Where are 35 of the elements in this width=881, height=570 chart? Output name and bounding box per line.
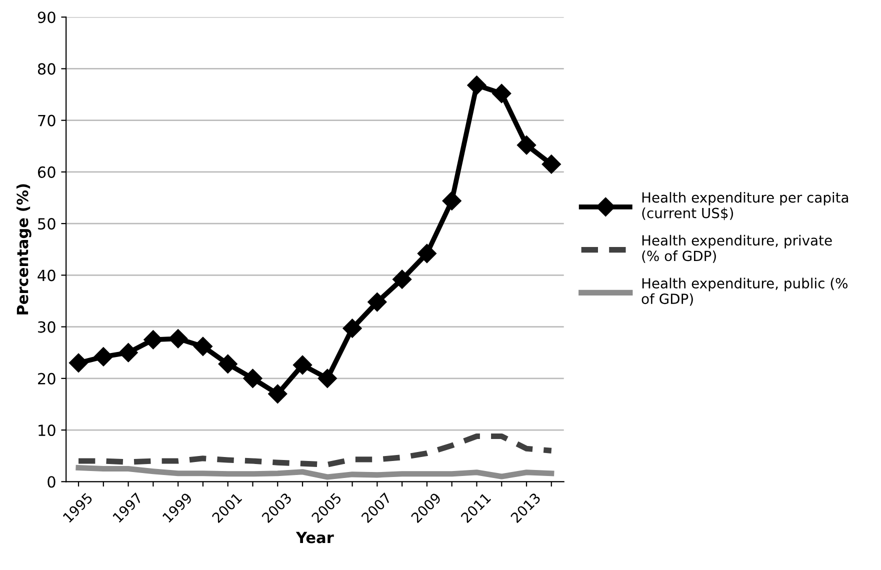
point [442, 191, 462, 210]
y-tick-label: 20 [38, 372, 56, 384]
point [516, 136, 536, 155]
point [492, 84, 512, 104]
point [168, 329, 188, 348]
point [292, 355, 312, 375]
legend-label: Health expenditure, public (% of GDP) [642, 278, 848, 306]
y-tick-label: 40 [38, 270, 56, 282]
point [467, 76, 486, 95]
legend-label: Health expenditure, private (% of GDP) [642, 234, 832, 263]
y-tick-label: 30 [38, 321, 56, 333]
y-tick-label: 80 [38, 63, 56, 75]
y-tick-label: 70 [38, 114, 56, 126]
y-tick-label: 10 [38, 424, 56, 436]
legend-label: Health expenditure per capita (current US$) [642, 192, 848, 220]
y-axis-title: Percentage (%) [16, 184, 32, 314]
point [243, 368, 262, 388]
x-axis-title: Year [296, 532, 334, 544]
point [268, 384, 288, 404]
point [342, 318, 362, 338]
y-tick-label: 0 [48, 476, 56, 488]
point [417, 244, 436, 264]
point [218, 354, 238, 374]
point [318, 368, 337, 388]
point [118, 343, 138, 362]
point [144, 330, 163, 350]
y-tick-label: 60 [38, 166, 56, 178]
point [193, 336, 212, 356]
y-tick-label: 50 [38, 218, 56, 230]
point [542, 154, 561, 174]
point [94, 347, 113, 366]
point [392, 270, 412, 289]
point [68, 353, 88, 372]
point [368, 292, 387, 312]
y-tick-label: 90 [38, 12, 56, 24]
